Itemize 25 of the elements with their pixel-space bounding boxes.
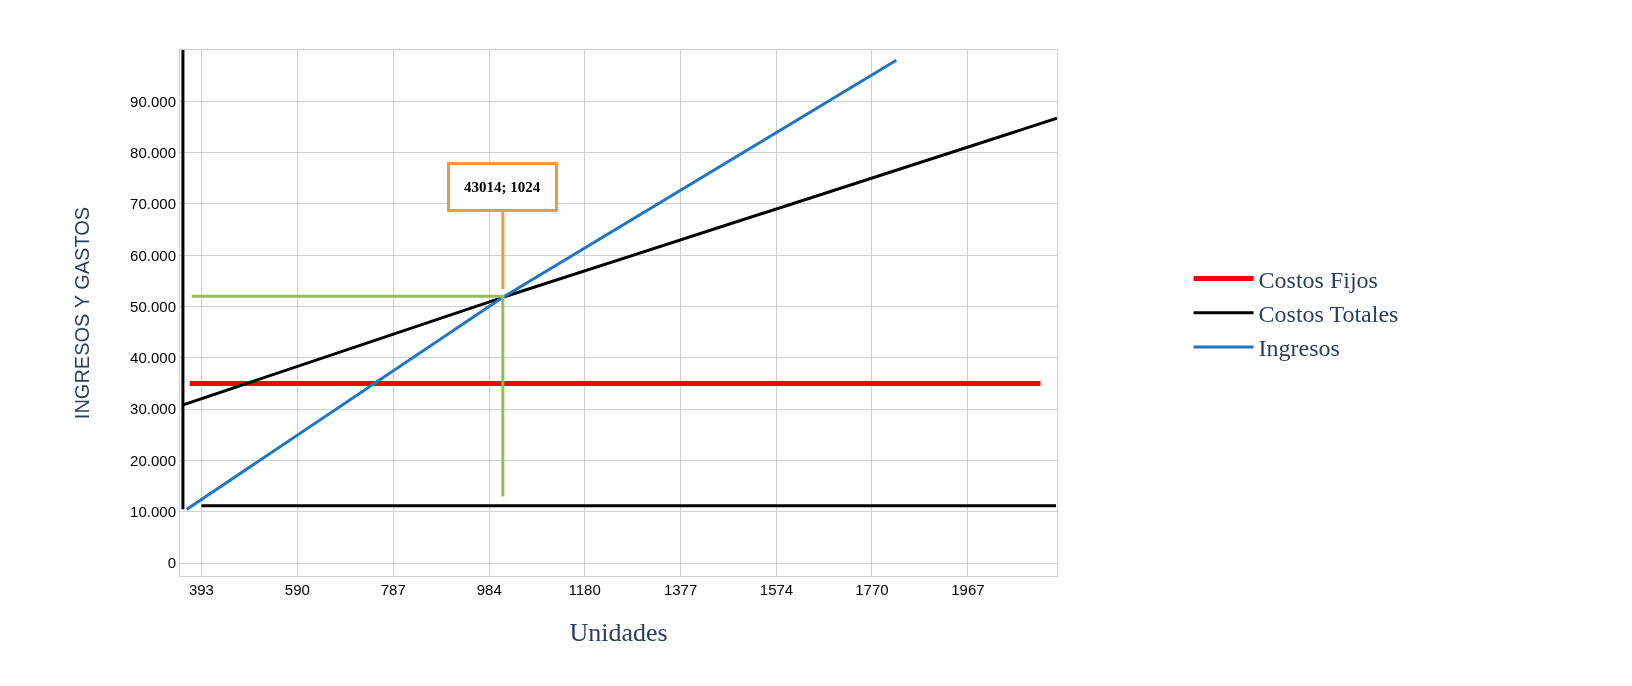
y-tick-label: 40.000	[130, 349, 176, 367]
y-tick-label: 0	[167, 554, 176, 572]
y-tick-label: 10.000	[130, 503, 176, 521]
x-tick-label: 1377	[663, 581, 698, 598]
x-tick-label: 1967	[951, 581, 985, 598]
x-tick-label: 590	[284, 581, 310, 598]
x-tick-label: 1574	[759, 581, 794, 598]
y-tick-label: 70.000	[130, 195, 176, 213]
x-tick-label: 1180	[568, 581, 601, 598]
legend-label: Ingresos	[1258, 335, 1340, 362]
x-axis-title: Unidades	[569, 617, 668, 647]
y-tick-label: 80.000	[130, 143, 176, 161]
legend-label: Costos Fijos	[1258, 266, 1378, 293]
y-tick-label: 30.000	[130, 400, 176, 418]
y-tick-label: 90.000	[130, 92, 176, 110]
y-tick-label: 50.000	[130, 297, 176, 315]
x-tick-label: 1770	[855, 581, 889, 598]
legend-label: Costos Totales	[1258, 301, 1399, 328]
x-tick-label: 393	[188, 581, 214, 598]
y-axis-title: INGRESOS Y GASTOS	[70, 206, 93, 420]
annotation: 43014; 1024	[464, 179, 541, 195]
x-tick-label: 787	[380, 581, 406, 598]
y-tick-label: 20.000	[130, 451, 176, 469]
y-tick-label: 60.000	[130, 246, 176, 264]
x-tick-label: 984	[476, 581, 502, 598]
